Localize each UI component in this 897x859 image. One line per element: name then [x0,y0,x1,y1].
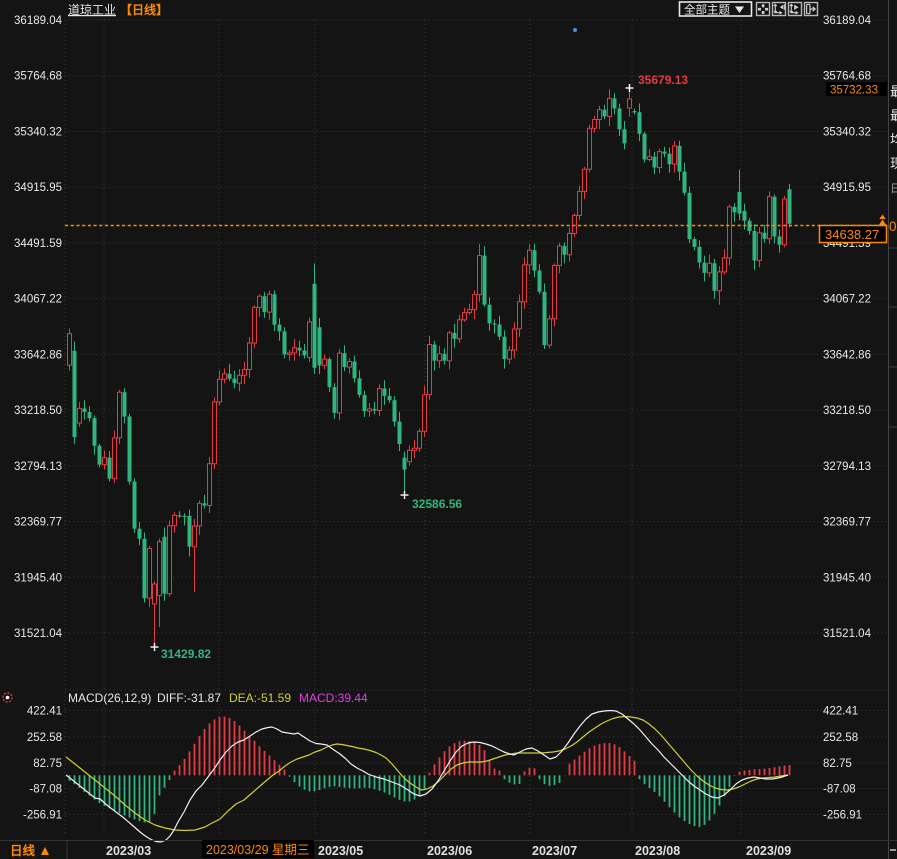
svg-text:252.58: 252.58 [823,732,858,744]
svg-text:2023/03: 2023/03 [106,844,151,858]
svg-text:252.58: 252.58 [27,732,62,744]
svg-text:日线: 日线 [10,843,36,858]
svg-text:31521.04: 31521.04 [14,628,63,640]
svg-text:现: 现 [890,156,897,171]
svg-text:31945.40: 31945.40 [823,572,871,584]
svg-text:2023/05: 2023/05 [318,844,363,858]
svg-text:31945.40: 31945.40 [14,572,62,584]
svg-text:-256.91: -256.91 [23,810,62,822]
svg-text:34638.27: 34638.27 [825,227,879,242]
svg-text:34491.59: 34491.59 [14,238,62,250]
svg-text:最: 最 [890,108,897,123]
svg-text:【日线】: 【日线】 [120,2,168,17]
svg-text:35764.68: 35764.68 [823,71,871,83]
svg-text:2023/07: 2023/07 [532,844,577,858]
svg-text:32586.56: 32586.56 [412,497,462,511]
svg-text:31521.04: 31521.04 [823,628,872,640]
svg-text:33218.50: 33218.50 [14,405,62,417]
svg-text:33642.86: 33642.86 [14,349,62,361]
svg-text:35340.32: 35340.32 [14,127,62,139]
svg-text:-87.08: -87.08 [29,784,62,796]
svg-text:-256.91: -256.91 [823,810,862,822]
svg-text:均: 均 [890,132,897,147]
svg-text:-87.08: -87.08 [823,784,856,796]
svg-text:日: 日 [890,183,897,195]
svg-text:35732.33: 35732.33 [830,85,878,97]
svg-text:DIFF:-31.87: DIFF:-31.87 [157,691,221,705]
svg-text:422.41: 422.41 [823,706,858,718]
svg-text:422.41: 422.41 [27,706,62,718]
svg-text:36189.04: 36189.04 [14,15,63,27]
svg-text:32369.77: 32369.77 [823,517,871,529]
svg-text:36189.04: 36189.04 [823,15,872,27]
svg-text:2023/08: 2023/08 [635,844,680,858]
svg-text:2023/06: 2023/06 [427,844,472,858]
svg-text:MACD(26,12,9): MACD(26,12,9) [68,691,151,705]
svg-text:32369.77: 32369.77 [14,517,62,529]
svg-text:82.75: 82.75 [823,758,852,770]
svg-text:32794.13: 32794.13 [14,461,62,473]
svg-text:34067.22: 34067.22 [823,294,871,306]
svg-text:全部主题: 全部主题 [684,3,730,17]
svg-text:33642.86: 33642.86 [823,349,871,361]
svg-text:2023/03/29 星期三: 2023/03/29 星期三 [206,843,310,857]
svg-text:33218.50: 33218.50 [823,405,871,417]
svg-text:34915.95: 34915.95 [14,182,62,194]
svg-text:35340.32: 35340.32 [823,127,871,139]
svg-text:34067.22: 34067.22 [14,294,62,306]
svg-text:MACD:39.44: MACD:39.44 [299,691,368,705]
svg-text:2023/09: 2023/09 [746,844,791,858]
svg-text:32794.13: 32794.13 [823,461,871,473]
svg-text:82.75: 82.75 [33,758,62,770]
svg-text:35764.68: 35764.68 [14,71,62,83]
svg-text:35679.13: 35679.13 [638,73,688,87]
svg-text:最: 最 [890,84,897,99]
svg-text:道琼工业: 道琼工业 [68,2,116,17]
svg-text:34915.95: 34915.95 [823,182,871,194]
svg-text:31429.82: 31429.82 [161,647,211,661]
svg-text:DEA:-51.59: DEA:-51.59 [229,691,291,705]
svg-text:0: 0 [889,219,897,234]
